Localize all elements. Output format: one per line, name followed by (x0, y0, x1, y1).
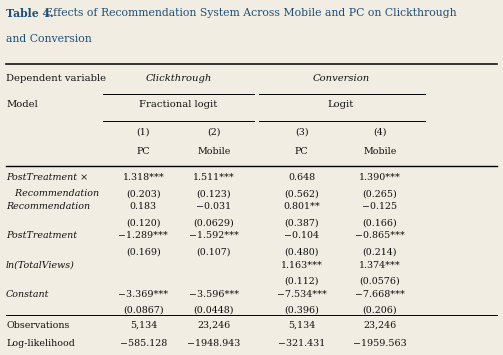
Text: −7.668***: −7.668*** (355, 290, 405, 299)
Text: (0.0629): (0.0629) (193, 218, 234, 227)
Text: (0.0867): (0.0867) (123, 306, 163, 315)
Text: (0.206): (0.206) (363, 306, 397, 315)
Text: Table 4.: Table 4. (6, 8, 54, 19)
Text: (0.0448): (0.0448) (194, 306, 234, 315)
Text: Logit: Logit (328, 100, 354, 109)
Text: Log-likelihood: Log-likelihood (6, 339, 75, 348)
Text: −0.125: −0.125 (362, 202, 397, 211)
Text: PostTreatment ×: PostTreatment × (6, 173, 88, 182)
Text: (0.562): (0.562) (284, 189, 319, 198)
Text: (1): (1) (137, 127, 150, 136)
Text: (0.120): (0.120) (126, 218, 160, 227)
Text: Dependent variable: Dependent variable (6, 74, 106, 83)
Text: Constant: Constant (6, 290, 49, 299)
Text: −1959.563: −1959.563 (353, 339, 406, 348)
Text: 5,134: 5,134 (130, 321, 157, 329)
Text: Recommendation: Recommendation (6, 202, 90, 211)
Text: Clickthrough: Clickthrough (145, 74, 212, 83)
Text: 1.511***: 1.511*** (193, 173, 235, 182)
Text: (0.214): (0.214) (363, 247, 397, 256)
Text: (0.203): (0.203) (126, 189, 160, 198)
Text: 1.374***: 1.374*** (359, 261, 401, 269)
Text: (0.265): (0.265) (362, 189, 397, 198)
Text: Model: Model (6, 100, 38, 109)
Text: −1948.943: −1948.943 (187, 339, 240, 348)
Text: −7.534***: −7.534*** (277, 290, 327, 299)
Text: −0.865***: −0.865*** (355, 231, 405, 240)
Text: 1.163***: 1.163*** (281, 261, 323, 269)
Text: −3.369***: −3.369*** (118, 290, 169, 299)
Text: −1.289***: −1.289*** (119, 231, 168, 240)
Text: −321.431: −321.431 (278, 339, 325, 348)
Text: Observations: Observations (6, 321, 69, 329)
Text: Mobile: Mobile (197, 147, 230, 155)
Text: PostTreatment: PostTreatment (6, 231, 77, 240)
Text: −0.031: −0.031 (196, 202, 231, 211)
Text: (2): (2) (207, 127, 220, 136)
Text: −1.592***: −1.592*** (189, 231, 239, 240)
Text: (0.169): (0.169) (126, 247, 161, 256)
Text: and Conversion: and Conversion (6, 34, 92, 44)
Text: ln(TotalViews): ln(TotalViews) (6, 261, 75, 269)
Text: 0.183: 0.183 (130, 202, 157, 211)
Text: 0.801**: 0.801** (283, 202, 320, 211)
Text: (0.166): (0.166) (362, 218, 397, 227)
Text: 5,134: 5,134 (288, 321, 315, 329)
Text: 1.318***: 1.318*** (122, 173, 164, 182)
Text: 23,246: 23,246 (197, 321, 230, 329)
Text: (0.396): (0.396) (284, 306, 319, 315)
Text: Recommendation: Recommendation (6, 189, 99, 198)
Text: PC: PC (295, 147, 309, 155)
Text: Fractional logit: Fractional logit (139, 100, 218, 109)
Text: (0.387): (0.387) (285, 218, 319, 227)
Text: 1.390***: 1.390*** (359, 173, 401, 182)
Text: −0.104: −0.104 (284, 231, 319, 240)
Text: (0.107): (0.107) (197, 247, 231, 256)
Text: (0.480): (0.480) (285, 247, 319, 256)
Text: (0.0576): (0.0576) (359, 277, 400, 285)
Text: −3.596***: −3.596*** (189, 290, 239, 299)
Text: Conversion: Conversion (312, 74, 370, 83)
Text: (0.123): (0.123) (197, 189, 231, 198)
Text: (4): (4) (373, 127, 386, 136)
Text: Mobile: Mobile (363, 147, 396, 155)
Text: (3): (3) (295, 127, 309, 136)
Text: −585.128: −585.128 (120, 339, 167, 348)
Text: Effects of Recommendation System Across Mobile and PC on Clickthrough: Effects of Recommendation System Across … (45, 8, 456, 18)
Text: 23,246: 23,246 (363, 321, 396, 329)
Text: (0.112): (0.112) (285, 277, 319, 285)
Text: 0.648: 0.648 (288, 173, 315, 182)
Text: PC: PC (136, 147, 150, 155)
